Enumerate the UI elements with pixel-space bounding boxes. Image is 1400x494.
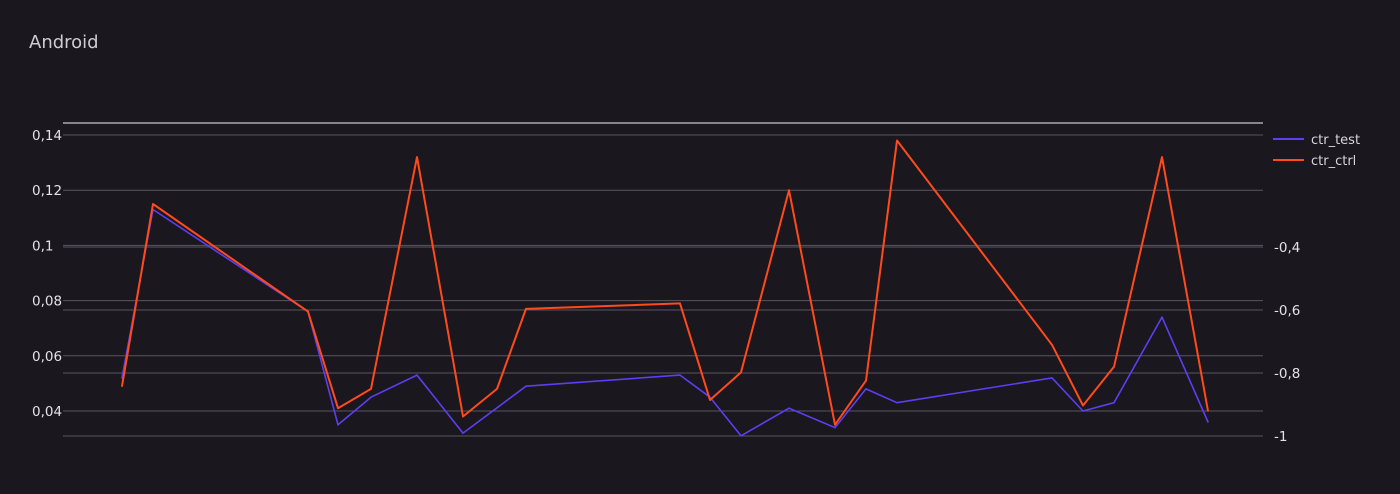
data-point-ctr_ctrl bbox=[307, 310, 309, 313]
data-point-ctr_ctrl bbox=[462, 415, 464, 418]
chart-title: Android bbox=[29, 32, 99, 53]
data-point-ctr_test bbox=[1051, 377, 1053, 379]
y-left-tick-label: 0,06 bbox=[32, 349, 62, 365]
data-point-ctr_ctrl bbox=[525, 308, 527, 310]
data-point-ctr_test bbox=[337, 424, 339, 426]
data-point-ctr_ctrl bbox=[370, 388, 372, 390]
y-right-tick-label: -0,4 bbox=[1274, 240, 1300, 256]
data-point-ctr_ctrl bbox=[1113, 366, 1115, 368]
data-point-ctr_test bbox=[1161, 316, 1163, 319]
series-line-ctr_ctrl bbox=[121, 139, 1209, 426]
data-point-ctr_test bbox=[1207, 421, 1209, 423]
data-point-ctr_test bbox=[834, 426, 836, 429]
data-point-ctr_ctrl bbox=[1161, 156, 1163, 158]
data-point-ctr_test bbox=[788, 407, 790, 410]
y-left-tick-label: 0,12 bbox=[32, 183, 62, 199]
data-point-ctr_ctrl bbox=[496, 388, 498, 390]
data-point-ctr_test bbox=[865, 388, 867, 390]
data-point-ctr_test bbox=[416, 374, 418, 376]
data-point-ctr_ctrl bbox=[788, 189, 790, 191]
data-point-ctr_test bbox=[1113, 401, 1115, 404]
y-left-tick-label: 0,14 bbox=[32, 128, 62, 144]
data-point-ctr_test bbox=[1082, 410, 1084, 412]
series-line-ctr_test bbox=[121, 208, 1209, 437]
data-point-ctr_ctrl bbox=[865, 379, 867, 382]
y-right-tick-label: -0,8 bbox=[1274, 366, 1300, 382]
data-point-ctr_ctrl bbox=[1082, 404, 1084, 407]
y-right-tick-label: -0,6 bbox=[1274, 303, 1300, 319]
data-point-ctr_ctrl bbox=[709, 399, 711, 401]
y-right-tick-label: -1 bbox=[1274, 429, 1287, 445]
y-left-tick-label: 0,08 bbox=[32, 294, 62, 310]
data-point-ctr_ctrl bbox=[121, 385, 123, 388]
data-point-ctr_ctrl bbox=[896, 139, 898, 142]
data-point-ctr_ctrl bbox=[1207, 410, 1209, 412]
data-point-ctr_ctrl bbox=[740, 371, 742, 374]
data-point-ctr_test bbox=[525, 385, 527, 388]
y-left-tick-label: 0,04 bbox=[32, 404, 62, 420]
data-point-ctr_test bbox=[370, 396, 372, 399]
data-point-ctr_ctrl bbox=[416, 156, 418, 158]
data-point-ctr_test bbox=[740, 435, 742, 437]
data-point-ctr_ctrl bbox=[152, 203, 154, 205]
data-point-ctr_ctrl bbox=[1051, 344, 1053, 346]
legend-label-ctr_test: ctr_test bbox=[1311, 133, 1360, 148]
data-point-ctr_test bbox=[679, 374, 681, 376]
data-point-ctr_test bbox=[896, 401, 898, 404]
data-point-ctr_ctrl bbox=[337, 407, 339, 410]
data-point-ctr_ctrl bbox=[834, 424, 836, 426]
y-left-tick-label: 0,1 bbox=[32, 238, 53, 254]
data-point-ctr_ctrl bbox=[679, 302, 681, 305]
data-point-ctr_test bbox=[462, 432, 464, 434]
legend-label-ctr_ctrl: ctr_ctrl bbox=[1311, 154, 1356, 169]
